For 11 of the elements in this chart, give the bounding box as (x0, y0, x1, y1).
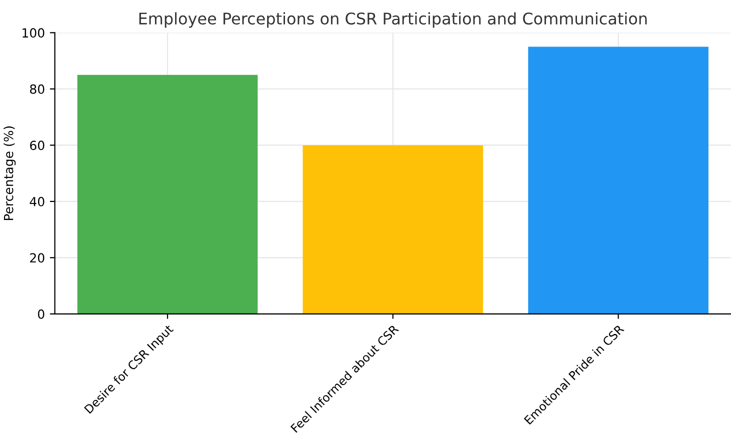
bar (77, 74, 258, 314)
y-tick-label: 40 (30, 196, 44, 206)
bar (528, 46, 708, 314)
bar (302, 145, 484, 314)
y-tick-label: 60 (30, 140, 44, 150)
y-tick-label: 100 (22, 28, 44, 38)
y-tick-label: 20 (30, 253, 44, 263)
y-axis-title: Percentage (%) (4, 126, 16, 220)
chart-title: Employee Perceptions on CSR Participation and Communication (139, 12, 647, 28)
y-tick-label: 0 (38, 309, 44, 319)
y-tick-label: 80 (30, 84, 44, 94)
